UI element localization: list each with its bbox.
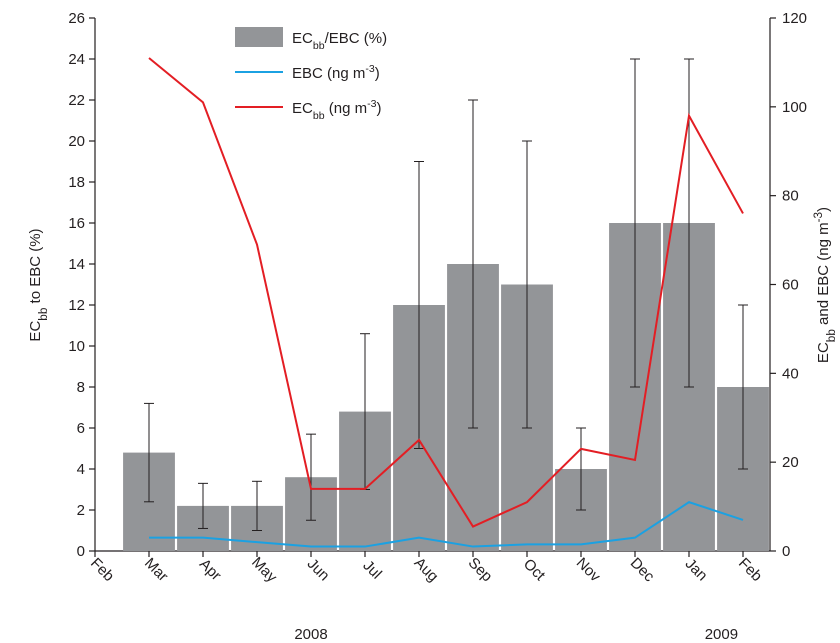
label-part: bb: [825, 329, 838, 343]
y2-tick-label: 40: [782, 365, 799, 382]
x-tick-label: Apr: [196, 556, 225, 585]
y-tick-label: 24: [68, 51, 85, 68]
label-part: (ng m: [325, 100, 368, 117]
x-tick-label: Feb: [87, 555, 117, 585]
error-bar: [468, 99, 478, 429]
y-tick-label: 26: [68, 10, 85, 27]
year-label: 2009: [705, 626, 738, 643]
label-part: bb: [313, 110, 325, 122]
x-tick-label: Jun: [304, 555, 333, 584]
x-tick-label: Jan: [682, 555, 711, 584]
label-part: ): [376, 100, 381, 117]
y-tick-label: 0: [77, 543, 85, 560]
label-part: /EBC (%): [325, 30, 388, 47]
y-tick-label: 12: [68, 297, 85, 314]
label-part: -3: [367, 98, 377, 110]
label-part: EBC (ng m: [292, 65, 365, 82]
y2-tick-label: 0: [782, 543, 790, 560]
y2-tick-label: 120: [782, 10, 807, 27]
error-bar: [738, 304, 748, 470]
x-tick-label: Oct: [520, 556, 549, 585]
label-part: and EBC (ng m: [815, 222, 832, 329]
error-bar: [144, 402, 154, 503]
label-part: EC: [815, 342, 832, 363]
y-tick-label: 16: [68, 215, 85, 232]
label-part: EC: [292, 30, 313, 47]
error-bar: [414, 161, 424, 449]
x-tick-label: Mar: [141, 555, 171, 585]
label-part: -3: [812, 211, 825, 222]
y-tick-label: 6: [77, 420, 85, 437]
y2-tick-label: 60: [782, 277, 799, 294]
error-bar: [630, 58, 640, 388]
error-bar: [252, 480, 262, 531]
legend-label: EBC (ng m-3): [292, 63, 380, 82]
y2-axis-label: ECbb and EBC (ng m-3): [812, 207, 838, 363]
y-tick-label: 14: [68, 256, 85, 273]
y2-tick-label: 80: [782, 188, 799, 205]
y-tick-label: 18: [68, 174, 85, 191]
x-tick-label: Nov: [573, 554, 604, 585]
y-axis-label: ECbb to EBC (%): [27, 228, 50, 341]
legend-label: ECbb/EBC (%): [292, 30, 387, 52]
x-tick-label: Jul: [359, 557, 385, 583]
x-tick-label: Aug: [411, 554, 442, 585]
legend-label: ECbb (ng m-3): [292, 98, 381, 122]
x-tick-label: May: [248, 554, 280, 586]
x-tick-label: Sep: [465, 554, 496, 585]
error-bar: [198, 482, 208, 529]
label-part: ): [815, 207, 832, 212]
y2-tick-label: 100: [782, 99, 807, 116]
label-part: -3: [365, 63, 375, 75]
y-tick-label: 2: [77, 502, 85, 519]
line: [149, 501, 744, 548]
label-part: bb: [37, 307, 50, 321]
year-label: 2008: [294, 626, 327, 643]
label-part: EC: [292, 100, 313, 117]
label-part: bb: [313, 40, 325, 52]
line: [148, 57, 744, 528]
legend-swatch: [235, 27, 283, 47]
y-tick-label: 20: [68, 133, 85, 150]
error-bar: [522, 140, 532, 429]
x-tick-label: Feb: [735, 555, 765, 585]
y-tick-label: 8: [77, 379, 85, 396]
label-part: to EBC (%): [27, 228, 44, 307]
error-bar: [306, 433, 316, 521]
y2-tick-label: 20: [782, 454, 799, 471]
x-tick-label: Dec: [627, 554, 658, 585]
y-tick-label: 4: [77, 461, 85, 478]
label-part: ): [375, 65, 380, 82]
label-part: EC: [27, 321, 44, 342]
error-bar: [576, 427, 586, 511]
y-tick-label: 10: [68, 338, 85, 355]
y-tick-label: 22: [68, 92, 85, 109]
